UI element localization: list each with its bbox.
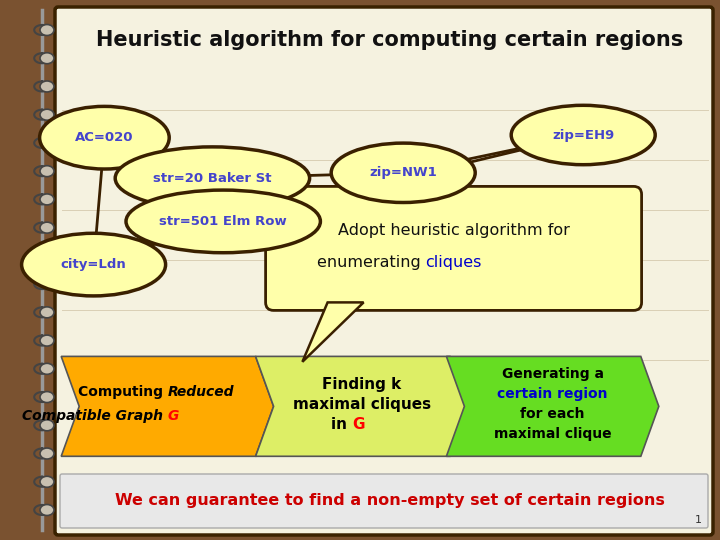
Ellipse shape (40, 222, 54, 233)
Text: We can guarantee to find a non-empty set of certain regions: We can guarantee to find a non-empty set… (115, 494, 665, 509)
Text: Generating a: Generating a (502, 367, 603, 381)
Text: Heuristic algorithm for computing certain regions: Heuristic algorithm for computing certai… (96, 30, 683, 50)
Ellipse shape (22, 233, 166, 296)
Text: Adopt heuristic algorithm for: Adopt heuristic algorithm for (338, 223, 570, 238)
Text: str=20 Baker St: str=20 Baker St (153, 172, 271, 185)
Ellipse shape (40, 24, 54, 36)
Ellipse shape (40, 307, 54, 318)
Ellipse shape (40, 138, 54, 148)
Text: maximal clique: maximal clique (494, 427, 611, 441)
Ellipse shape (40, 106, 169, 169)
Ellipse shape (40, 363, 54, 374)
Ellipse shape (40, 420, 54, 431)
FancyBboxPatch shape (60, 474, 708, 528)
FancyBboxPatch shape (55, 7, 713, 535)
Text: cliques: cliques (426, 255, 482, 270)
Ellipse shape (331, 143, 475, 202)
Ellipse shape (40, 392, 54, 402)
Text: maximal cliques: maximal cliques (293, 397, 431, 412)
Polygon shape (446, 356, 659, 456)
Ellipse shape (40, 194, 54, 205)
Text: G: G (352, 417, 364, 432)
Ellipse shape (40, 109, 54, 120)
Text: certain region: certain region (498, 387, 608, 401)
Text: for each: for each (521, 407, 585, 421)
Ellipse shape (115, 147, 310, 210)
Ellipse shape (126, 190, 320, 253)
Text: 1: 1 (695, 515, 702, 525)
Text: Computing: Computing (78, 386, 167, 400)
Ellipse shape (40, 166, 54, 177)
Text: Finding k: Finding k (322, 377, 402, 392)
Text: in: in (330, 417, 352, 432)
Text: Reduced: Reduced (167, 386, 234, 400)
Ellipse shape (40, 448, 54, 459)
Text: AC=020: AC=020 (75, 131, 134, 144)
Ellipse shape (40, 504, 54, 516)
Text: Compatible Graph: Compatible Graph (22, 409, 167, 423)
Text: zip=NW1: zip=NW1 (369, 166, 437, 179)
Ellipse shape (40, 251, 54, 261)
Text: zip=EH9: zip=EH9 (552, 129, 614, 141)
Text: city=Ldn: city=Ldn (60, 258, 127, 271)
Polygon shape (302, 302, 364, 362)
Ellipse shape (40, 335, 54, 346)
Ellipse shape (511, 105, 655, 165)
Ellipse shape (40, 476, 54, 487)
Polygon shape (61, 356, 274, 456)
FancyBboxPatch shape (266, 186, 642, 310)
Ellipse shape (40, 81, 54, 92)
Polygon shape (256, 356, 468, 456)
Text: enumerating: enumerating (317, 255, 426, 270)
Ellipse shape (40, 53, 54, 64)
Text: G: G (167, 409, 179, 423)
Ellipse shape (40, 279, 54, 289)
Text: str=501 Elm Row: str=501 Elm Row (159, 215, 287, 228)
